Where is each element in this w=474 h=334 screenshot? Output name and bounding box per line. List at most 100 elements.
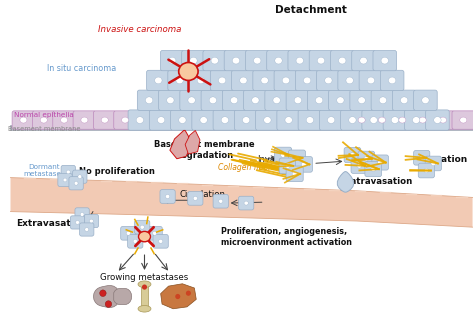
Polygon shape bbox=[10, 178, 473, 227]
Circle shape bbox=[175, 294, 180, 299]
FancyBboxPatch shape bbox=[338, 70, 362, 91]
FancyBboxPatch shape bbox=[171, 110, 194, 130]
FancyBboxPatch shape bbox=[414, 151, 430, 165]
Ellipse shape bbox=[273, 97, 280, 104]
FancyBboxPatch shape bbox=[159, 90, 182, 110]
Bar bbox=[141, 284, 148, 309]
Ellipse shape bbox=[193, 196, 198, 200]
Circle shape bbox=[142, 285, 147, 290]
FancyBboxPatch shape bbox=[232, 70, 255, 91]
FancyBboxPatch shape bbox=[93, 111, 116, 129]
Ellipse shape bbox=[169, 57, 176, 64]
Ellipse shape bbox=[285, 163, 290, 168]
FancyBboxPatch shape bbox=[84, 214, 99, 228]
FancyBboxPatch shape bbox=[362, 110, 385, 130]
Circle shape bbox=[100, 290, 106, 297]
Text: Collagen fibers: Collagen fibers bbox=[218, 163, 275, 172]
FancyBboxPatch shape bbox=[234, 110, 258, 130]
Bar bbox=[10, 125, 473, 131]
Ellipse shape bbox=[338, 57, 346, 64]
Ellipse shape bbox=[176, 77, 183, 84]
Ellipse shape bbox=[419, 156, 424, 160]
FancyBboxPatch shape bbox=[168, 70, 191, 91]
FancyBboxPatch shape bbox=[317, 70, 340, 91]
Text: Intravasation: Intravasation bbox=[347, 177, 413, 186]
FancyBboxPatch shape bbox=[61, 165, 75, 179]
Ellipse shape bbox=[296, 57, 303, 64]
FancyBboxPatch shape bbox=[32, 111, 55, 129]
Text: Extravasation: Extravasation bbox=[16, 219, 86, 228]
Ellipse shape bbox=[346, 77, 353, 84]
Text: Proliferation, angiogenesis,
microenvironment activation: Proliferation, angiogenesis, microenviro… bbox=[221, 226, 352, 246]
FancyBboxPatch shape bbox=[255, 110, 279, 130]
Ellipse shape bbox=[244, 201, 248, 205]
FancyBboxPatch shape bbox=[128, 110, 152, 130]
Ellipse shape bbox=[20, 117, 27, 123]
Ellipse shape bbox=[294, 97, 301, 104]
Ellipse shape bbox=[412, 117, 420, 124]
Ellipse shape bbox=[371, 167, 375, 171]
Ellipse shape bbox=[325, 77, 332, 84]
FancyBboxPatch shape bbox=[350, 111, 373, 129]
Ellipse shape bbox=[136, 117, 144, 124]
Ellipse shape bbox=[422, 97, 429, 104]
Polygon shape bbox=[185, 131, 200, 154]
Ellipse shape bbox=[167, 97, 174, 104]
FancyBboxPatch shape bbox=[365, 162, 382, 177]
FancyBboxPatch shape bbox=[12, 111, 35, 129]
FancyBboxPatch shape bbox=[121, 226, 136, 240]
Text: Growing metastases: Growing metastases bbox=[100, 273, 189, 282]
FancyBboxPatch shape bbox=[328, 90, 352, 110]
Ellipse shape bbox=[188, 97, 195, 104]
Ellipse shape bbox=[358, 117, 365, 123]
FancyBboxPatch shape bbox=[147, 226, 162, 240]
Ellipse shape bbox=[424, 168, 428, 173]
Ellipse shape bbox=[282, 77, 290, 84]
Ellipse shape bbox=[179, 62, 198, 80]
FancyBboxPatch shape bbox=[372, 155, 389, 170]
Ellipse shape bbox=[40, 117, 47, 123]
FancyBboxPatch shape bbox=[404, 110, 428, 130]
FancyBboxPatch shape bbox=[70, 216, 85, 229]
Ellipse shape bbox=[63, 178, 67, 182]
Text: Basement membrane: Basement membrane bbox=[8, 126, 80, 132]
Ellipse shape bbox=[138, 306, 151, 312]
FancyBboxPatch shape bbox=[53, 111, 75, 129]
Ellipse shape bbox=[294, 155, 300, 160]
FancyBboxPatch shape bbox=[383, 110, 407, 130]
Ellipse shape bbox=[219, 199, 223, 203]
Ellipse shape bbox=[219, 77, 226, 84]
Circle shape bbox=[186, 291, 191, 296]
FancyBboxPatch shape bbox=[160, 190, 175, 203]
Ellipse shape bbox=[190, 57, 197, 64]
Ellipse shape bbox=[121, 117, 128, 123]
FancyBboxPatch shape bbox=[330, 50, 354, 71]
FancyBboxPatch shape bbox=[274, 70, 298, 91]
FancyBboxPatch shape bbox=[371, 111, 393, 129]
FancyBboxPatch shape bbox=[69, 177, 83, 190]
FancyBboxPatch shape bbox=[75, 208, 89, 221]
Ellipse shape bbox=[74, 181, 78, 185]
Text: Normal epithelia: Normal epithelia bbox=[14, 112, 73, 118]
Ellipse shape bbox=[221, 117, 228, 124]
Ellipse shape bbox=[367, 77, 374, 84]
Text: Circulation: Circulation bbox=[179, 190, 225, 199]
Ellipse shape bbox=[364, 156, 369, 161]
FancyBboxPatch shape bbox=[391, 111, 414, 129]
FancyBboxPatch shape bbox=[246, 50, 269, 71]
FancyBboxPatch shape bbox=[114, 111, 137, 129]
FancyBboxPatch shape bbox=[426, 110, 449, 130]
FancyBboxPatch shape bbox=[135, 220, 150, 234]
FancyBboxPatch shape bbox=[351, 158, 368, 173]
Ellipse shape bbox=[240, 77, 247, 84]
FancyBboxPatch shape bbox=[222, 90, 246, 110]
Text: Basement membrane
degradation: Basement membrane degradation bbox=[154, 140, 255, 160]
FancyBboxPatch shape bbox=[288, 50, 311, 71]
FancyBboxPatch shape bbox=[224, 50, 248, 71]
FancyBboxPatch shape bbox=[160, 50, 184, 71]
Ellipse shape bbox=[264, 117, 271, 124]
Ellipse shape bbox=[460, 117, 467, 123]
FancyBboxPatch shape bbox=[146, 70, 170, 91]
FancyBboxPatch shape bbox=[267, 50, 290, 71]
FancyBboxPatch shape bbox=[371, 90, 395, 110]
